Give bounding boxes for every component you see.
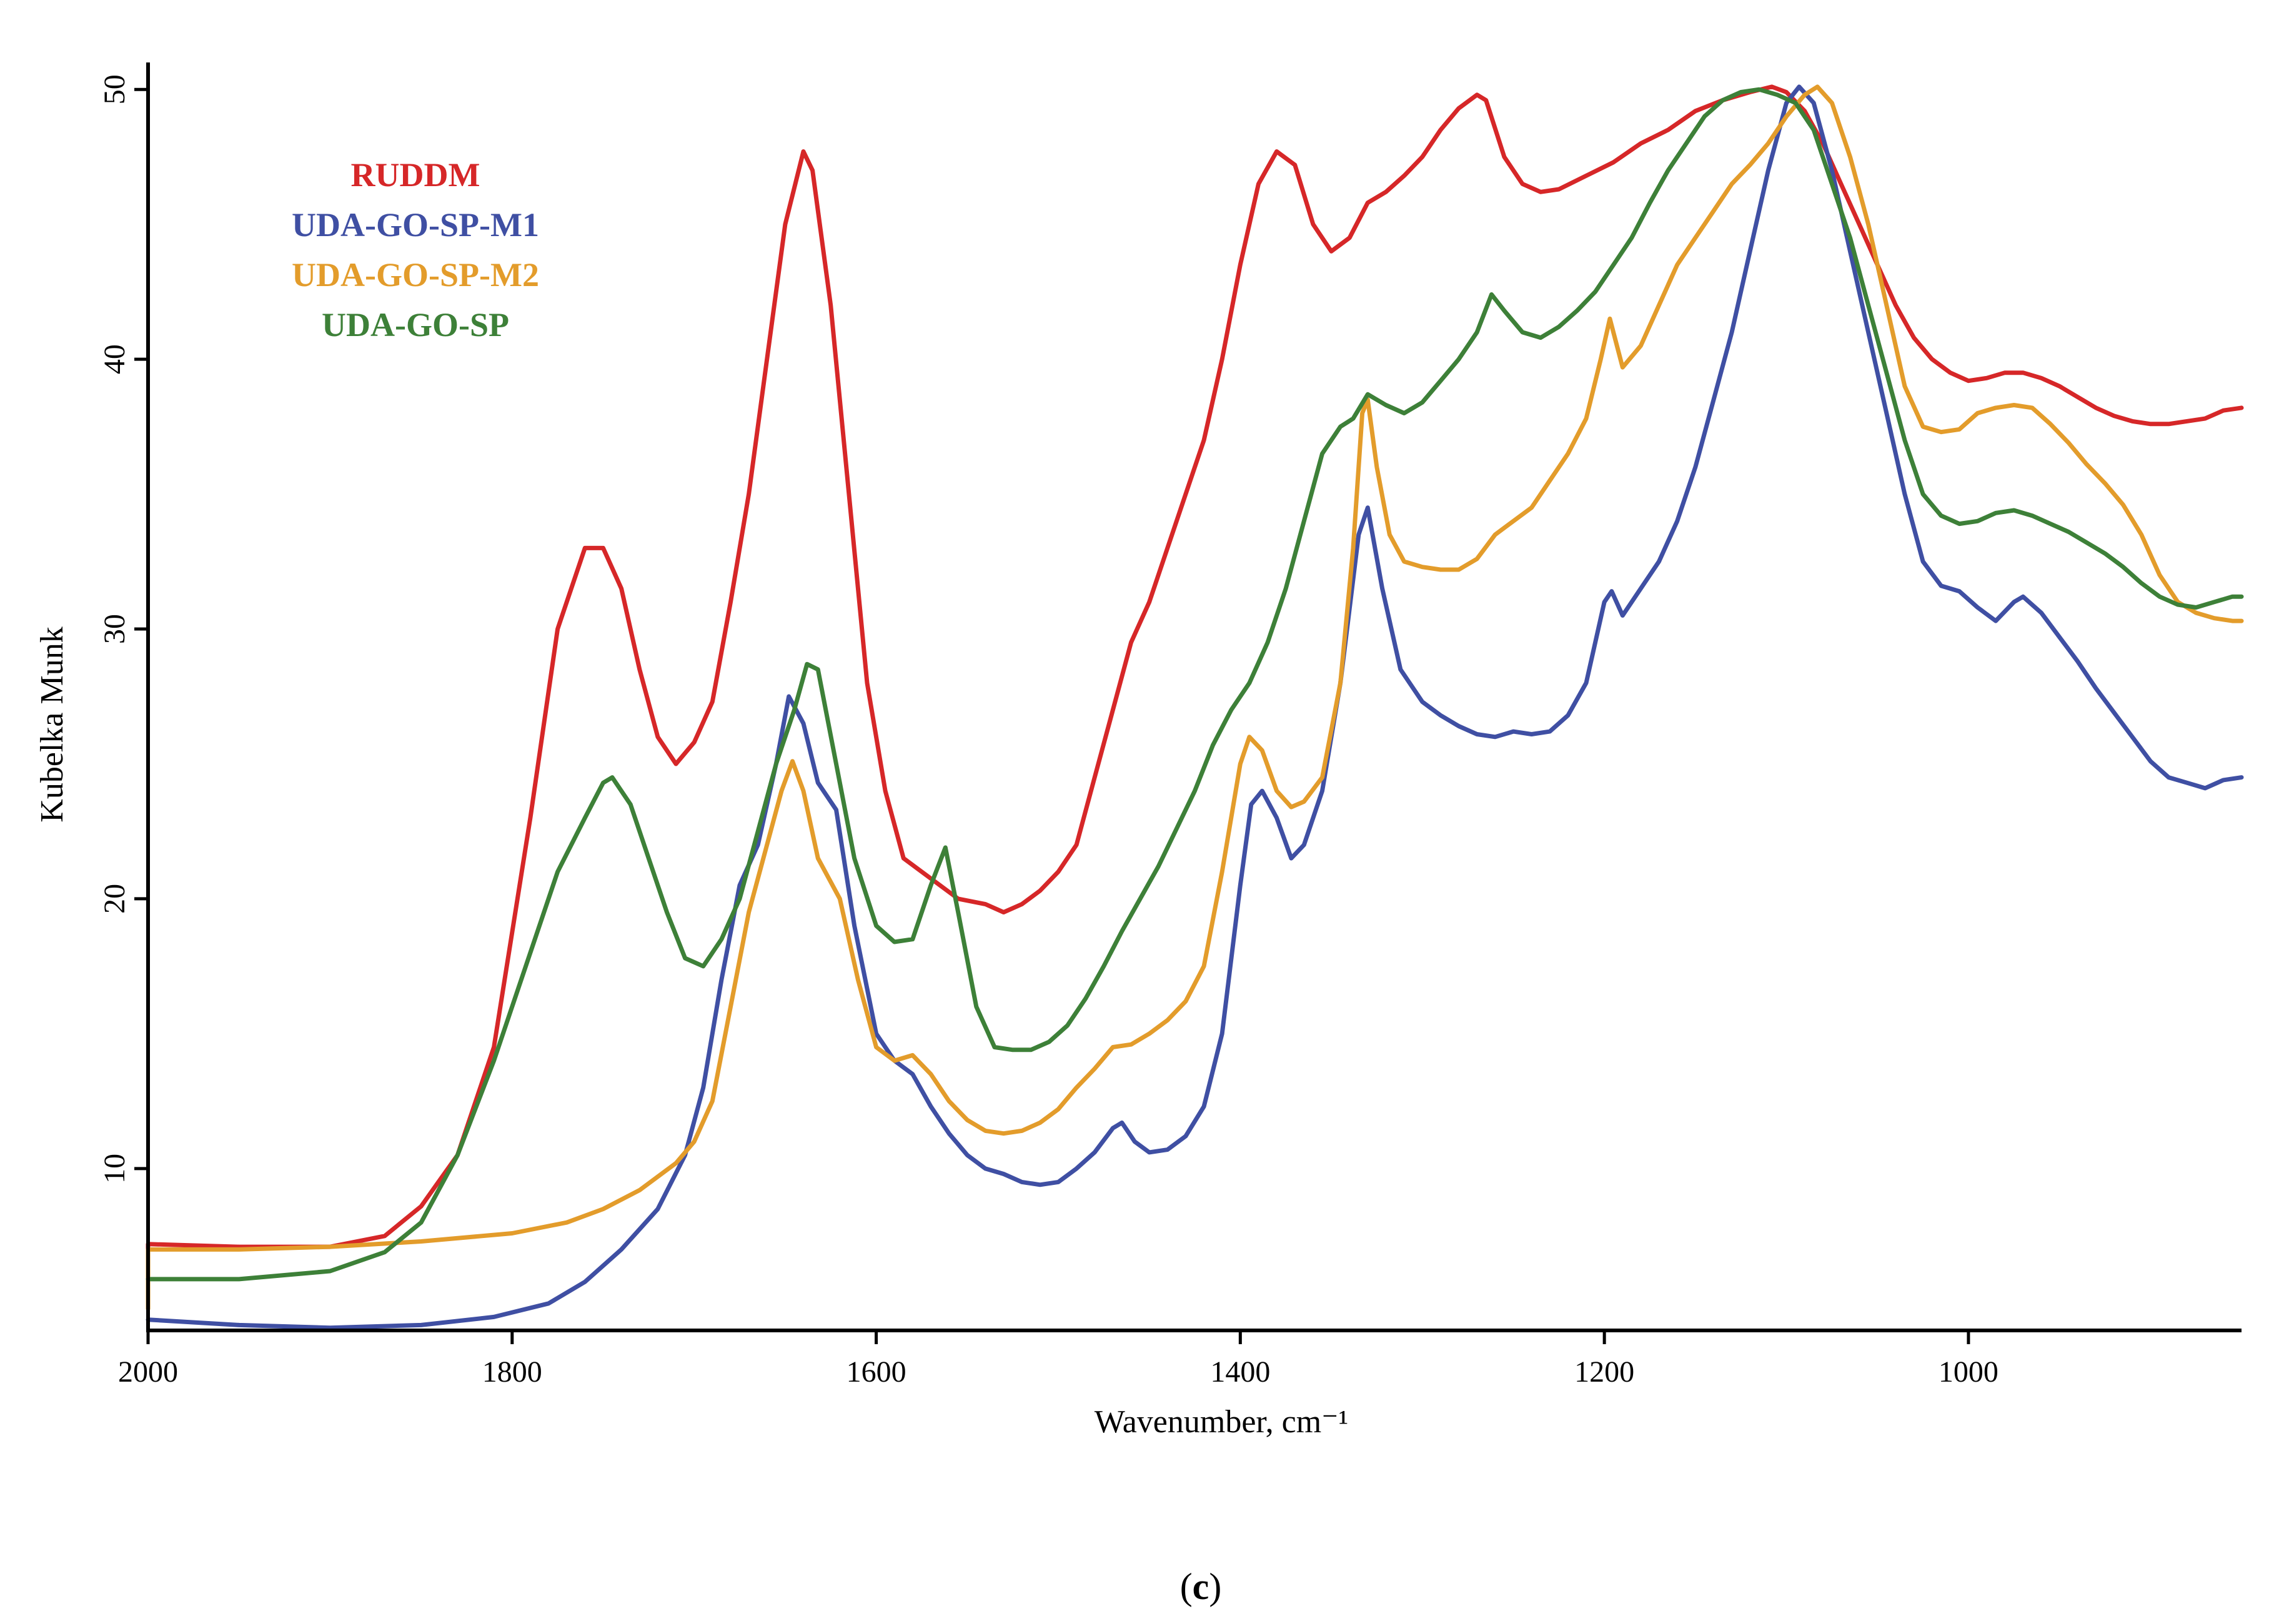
axes-layer [146, 62, 2242, 1332]
legend-entry-ruddm: RUDDM [351, 156, 480, 194]
panel-label: (c) [1180, 1566, 1222, 1607]
y-tick-label: 20 [98, 884, 131, 914]
x-tick-label: 1400 [1210, 1355, 1270, 1389]
legend-entry-uda-go-sp: UDA-GO-SP [322, 306, 509, 344]
y-axis-title: Kubelka Munk [34, 626, 70, 822]
panel-label-letter: c [1193, 1566, 1209, 1607]
x-tick-label: 1600 [847, 1355, 906, 1389]
y-tick-label: 40 [98, 344, 131, 374]
panel-label-close: ) [1209, 1566, 1221, 1607]
y-tick-label: 50 [98, 74, 131, 104]
x-tick-label: 1000 [1939, 1355, 1998, 1389]
series-line-uda-go-sp-m2 [146, 84, 2244, 1311]
x-tick-label: 2000 [118, 1355, 178, 1389]
series-line-ruddm [146, 84, 2244, 1306]
y-tick-label: 30 [98, 614, 131, 644]
x-axis-title: Wavenumber, cm⁻¹ [1095, 1404, 1348, 1440]
series-line-uda-go-sp-m1 [146, 84, 2244, 1330]
y-tick-label: 10 [98, 1154, 131, 1184]
x-tick-label: 1200 [1574, 1355, 1634, 1389]
series-line-uda-go-sp [146, 87, 2244, 1282]
panel-label-open: ( [1180, 1566, 1193, 1607]
legend-entry-uda-go-sp-m2: UDA-GO-SP-M2 [292, 256, 539, 294]
series-layer [146, 84, 2244, 1330]
legend: RUDDM UDA-GO-SP-M1 UDA-GO-SP-M2 UDA-GO-SP [292, 156, 539, 344]
x-tick-label: 1800 [482, 1355, 542, 1389]
legend-entry-uda-go-sp-m1: UDA-GO-SP-M1 [292, 206, 539, 244]
ticks-layer: 2000 1800 1600 1400 1200 1000 10 20 30 40 50 [98, 74, 1998, 1389]
